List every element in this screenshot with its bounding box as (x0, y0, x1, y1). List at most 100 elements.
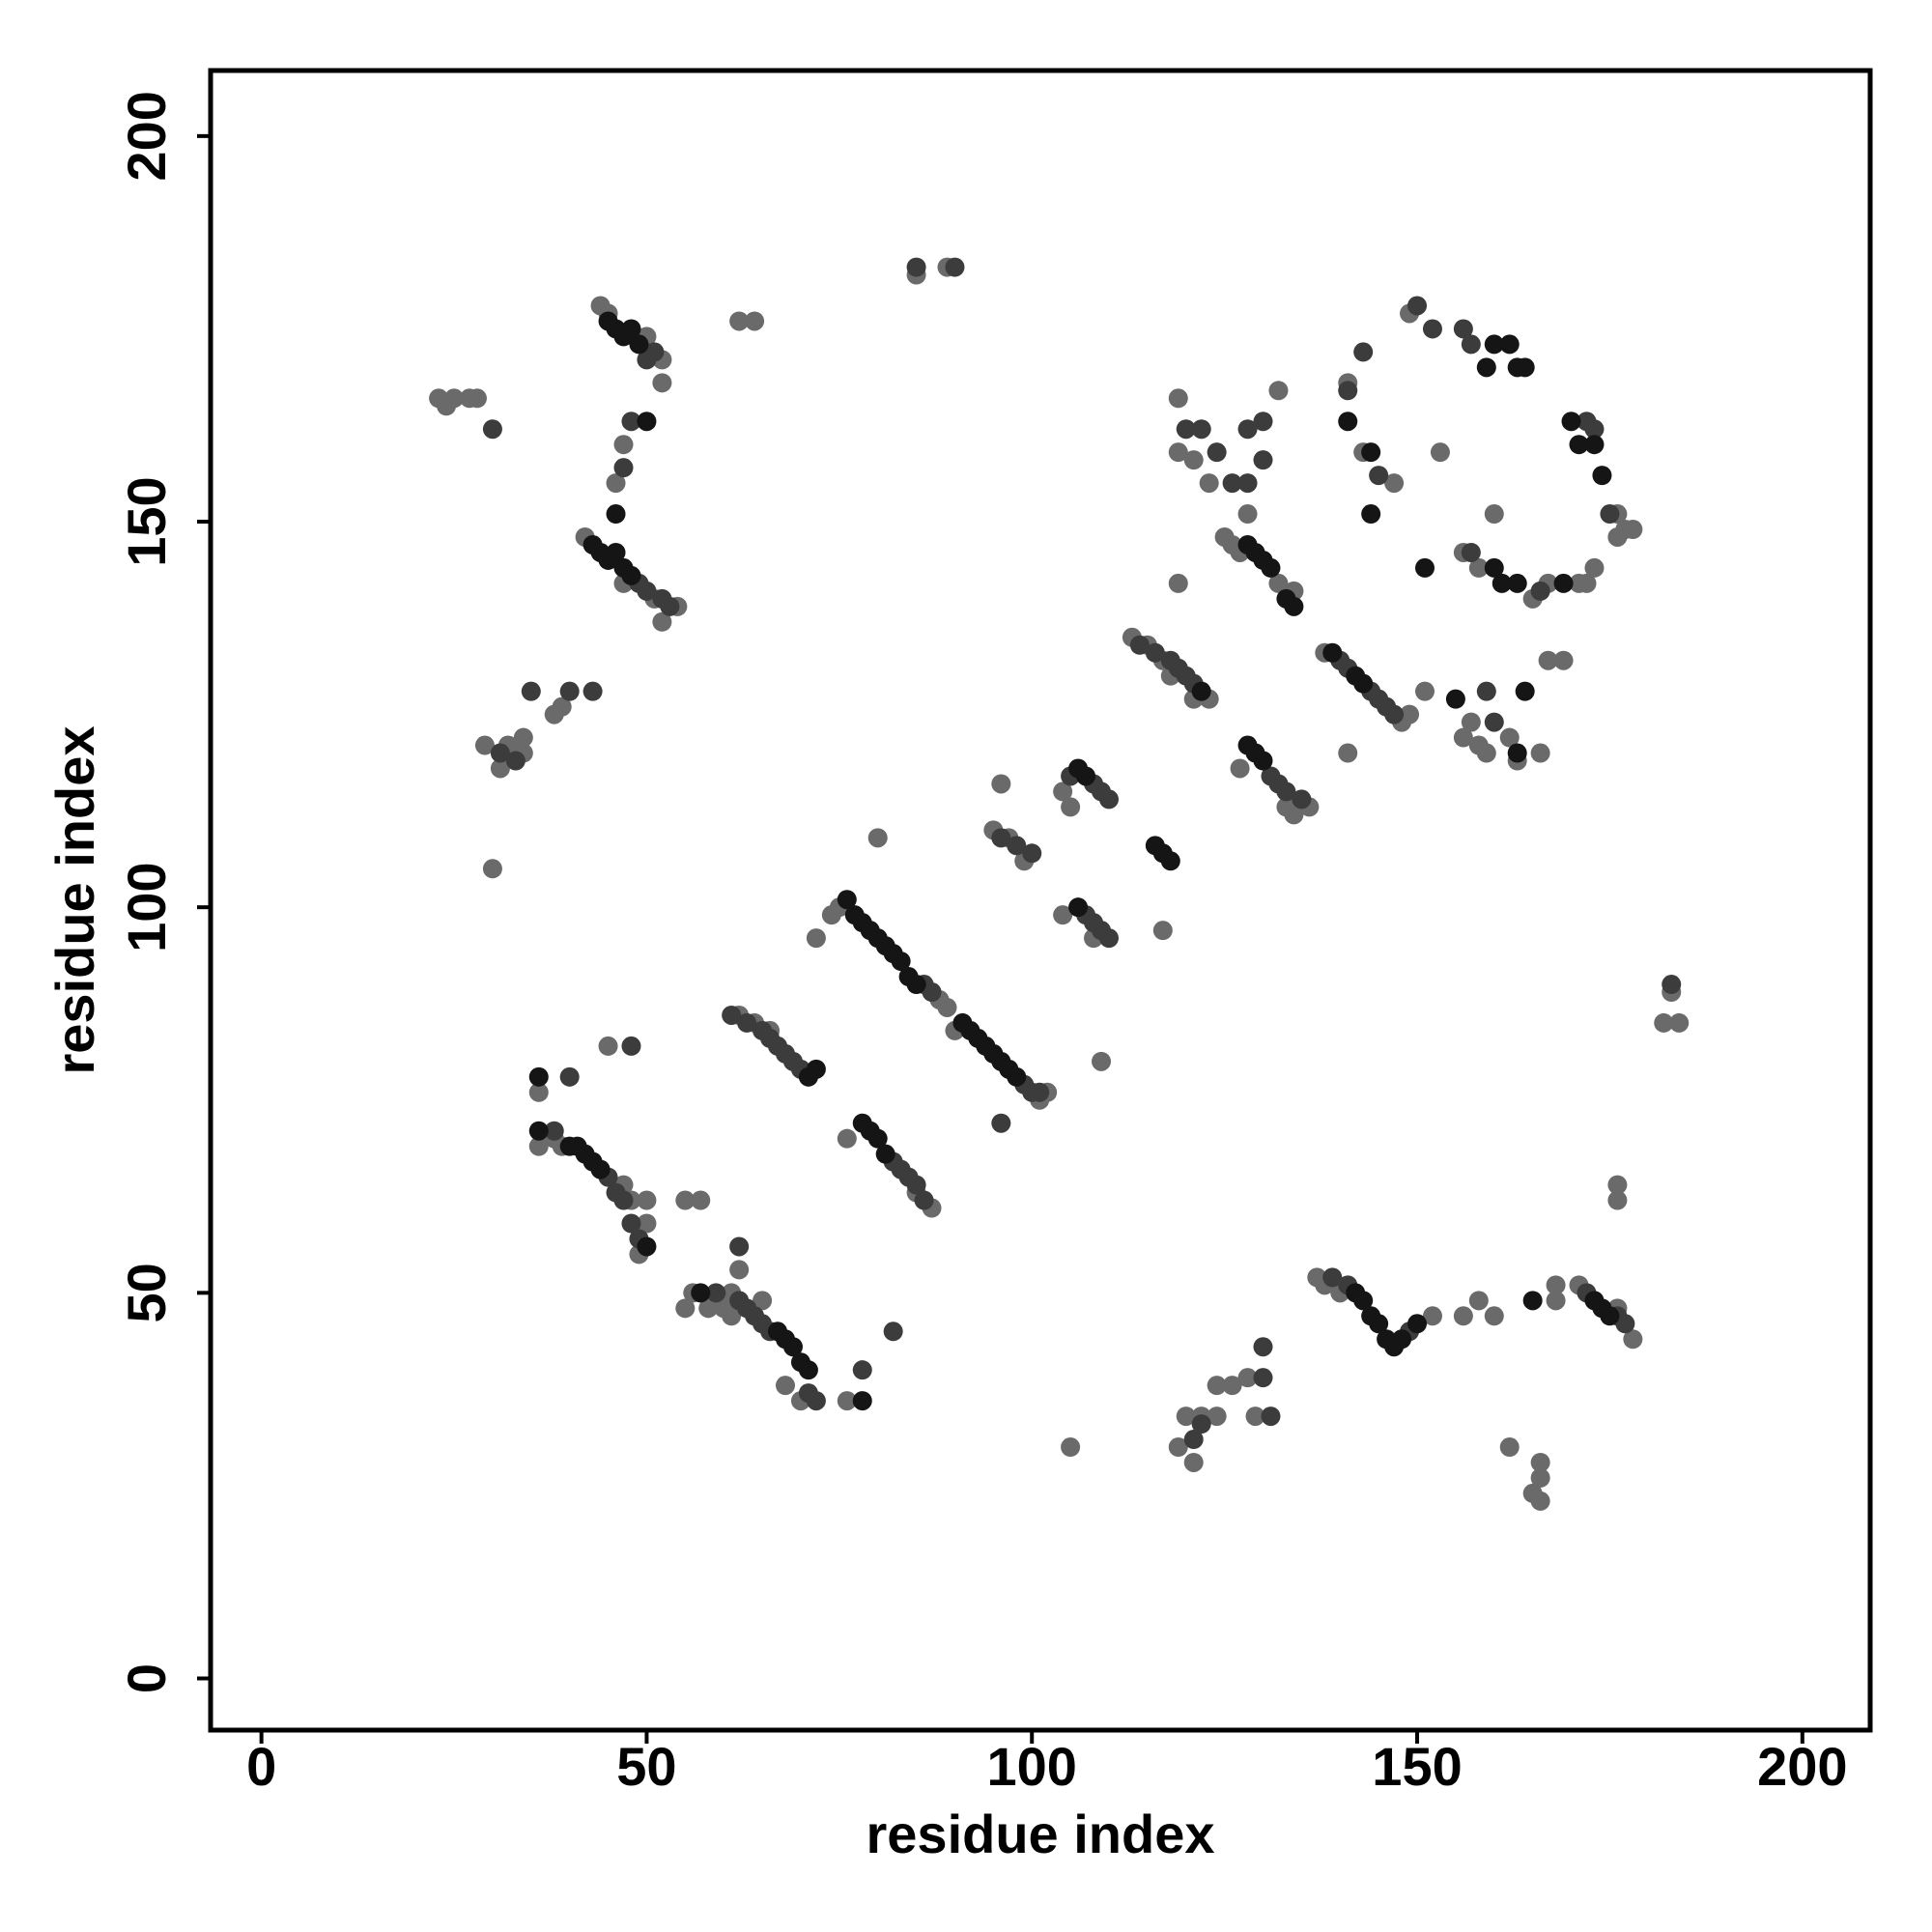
point (1253, 751, 1273, 771)
point (1199, 473, 1219, 494)
point (1061, 797, 1081, 817)
point (1338, 743, 1358, 763)
point (798, 1360, 818, 1380)
point (806, 1391, 826, 1411)
point (1461, 334, 1481, 355)
point (1530, 743, 1550, 763)
point (883, 1321, 903, 1342)
y-tick-label: 200 (116, 91, 177, 181)
point (1607, 1175, 1628, 1195)
point (1152, 921, 1173, 941)
point (528, 1136, 549, 1156)
point (1422, 319, 1442, 339)
point (675, 1298, 696, 1319)
point (621, 412, 641, 432)
point (806, 928, 826, 949)
point (621, 1036, 641, 1056)
point (1553, 573, 1574, 593)
point (1492, 573, 1512, 593)
x-tick-label: 100 (987, 1736, 1077, 1797)
point (1168, 388, 1188, 409)
point (1369, 466, 1389, 486)
point (1338, 381, 1358, 401)
point (1183, 1430, 1204, 1450)
point (837, 1128, 857, 1149)
point (922, 982, 942, 1003)
point (637, 350, 657, 370)
point (1400, 704, 1420, 724)
point (505, 751, 526, 771)
point (675, 1190, 696, 1210)
point (1230, 758, 1250, 779)
point (613, 435, 634, 455)
point (837, 1391, 857, 1411)
point (613, 1190, 634, 1210)
point (729, 1236, 750, 1257)
x-tick-label: 150 (1372, 1736, 1462, 1797)
x-tick-label: 200 (1757, 1736, 1847, 1797)
point (1600, 504, 1620, 525)
point (637, 412, 657, 432)
y-tick-label: 0 (116, 1663, 177, 1693)
point (698, 1298, 719, 1319)
point (1007, 1066, 1027, 1087)
x-tick-label: 0 (246, 1736, 276, 1797)
point (1176, 419, 1196, 440)
point (606, 473, 626, 494)
point (1061, 1437, 1081, 1458)
point (652, 611, 672, 632)
point (521, 681, 541, 701)
point (737, 1012, 757, 1033)
point (544, 1121, 564, 1141)
point (552, 696, 572, 717)
point (706, 1283, 726, 1303)
point (906, 257, 926, 277)
point (1284, 596, 1304, 616)
point (1484, 557, 1504, 578)
point (582, 681, 603, 701)
point (1414, 557, 1435, 578)
point (837, 890, 857, 910)
point (1338, 412, 1358, 432)
point (1546, 1275, 1566, 1295)
point (1607, 1190, 1628, 1210)
point (691, 1283, 711, 1303)
y-tick-label: 100 (116, 862, 177, 952)
point (1484, 712, 1504, 732)
point (867, 1128, 888, 1149)
point (606, 504, 626, 525)
point (1461, 712, 1481, 732)
point (1253, 1368, 1273, 1388)
point (1261, 1406, 1281, 1427)
plot-frame (208, 68, 1873, 1733)
point (1561, 412, 1581, 432)
point (1183, 450, 1204, 470)
point (1530, 581, 1550, 601)
point (1507, 573, 1527, 593)
point (1176, 1406, 1196, 1427)
point (637, 1236, 657, 1257)
y-axis-title: residue index (44, 725, 105, 1074)
point (782, 1337, 803, 1357)
point (1253, 412, 1273, 432)
point (1507, 743, 1527, 763)
point (1076, 766, 1096, 786)
point (745, 311, 765, 331)
point (1268, 573, 1289, 593)
point (1569, 435, 1589, 455)
point (1237, 1368, 1258, 1388)
point (937, 997, 957, 1017)
point (474, 735, 495, 755)
point (991, 1113, 1011, 1133)
point (1207, 442, 1227, 463)
point (1422, 1306, 1442, 1326)
point (1515, 681, 1535, 701)
point (490, 743, 510, 763)
point (1484, 334, 1504, 355)
x-axis-title: residue index (866, 1804, 1214, 1864)
point (1068, 897, 1089, 918)
point (1053, 781, 1073, 802)
point (1168, 442, 1188, 463)
